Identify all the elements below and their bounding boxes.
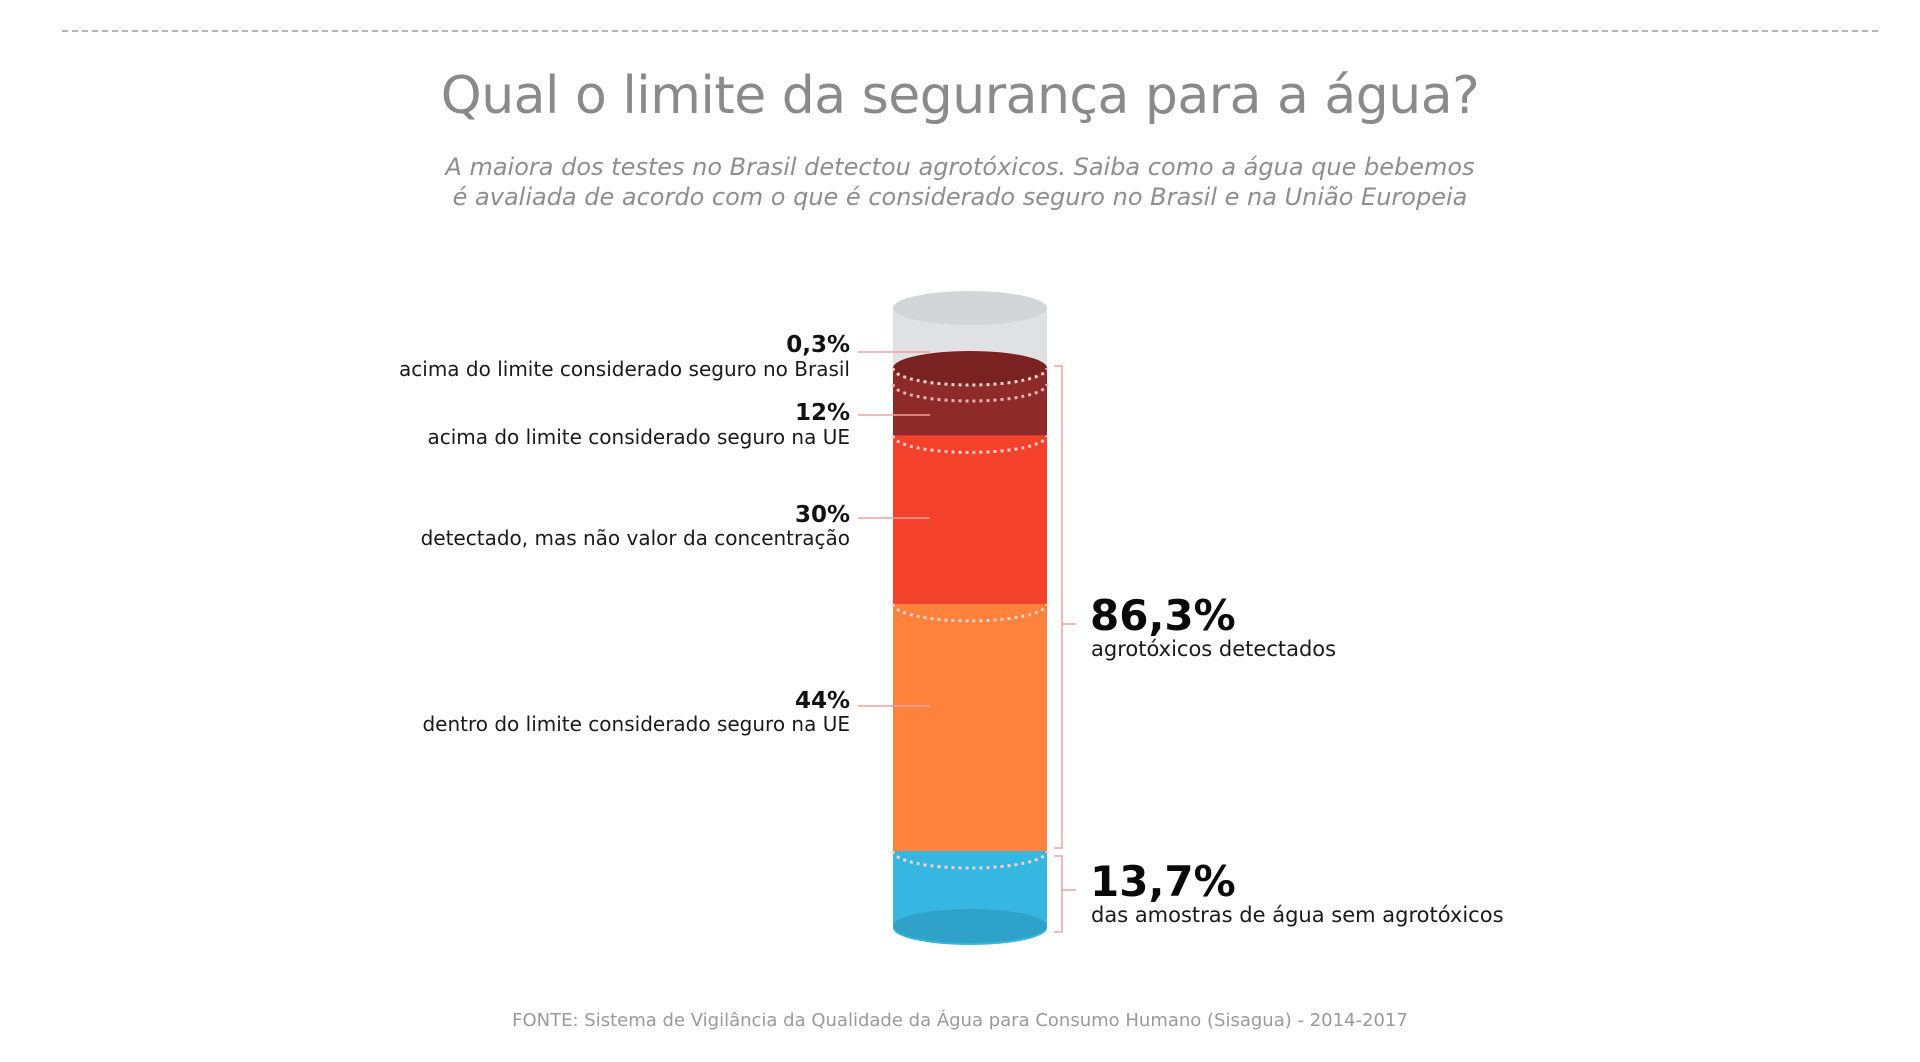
cylinder-bottom-cap [893,909,1047,943]
label-detected-desc: detectado, mas não valor da concentração [421,526,850,550]
cylinder-segment-within_ue [893,603,1047,869]
group-no-pesticides-value: 13,7% [1090,857,1236,906]
label-above-ue-value: 12% [795,400,850,426]
label-detected-value: 30% [795,502,850,528]
cylinder-top-cap [893,291,1047,325]
label-above-ue-desc: acima do limite considerado seguro na UE [427,425,850,449]
subtitle-line-1: A maiora dos testes no Brasil detectou a… [445,153,1475,181]
cylinder-above-ue-top [893,351,1047,385]
source-note: FONTE: Sistema de Vigilância da Qualidad… [512,1010,1408,1031]
chart-title: Qual o limite da segurança para a água? [440,66,1480,126]
group-detected-desc: agrotóxicos detectados [1091,637,1336,661]
bracket-no-pesticides [1054,855,1076,933]
chart-subtitle: A maiora dos testes no Brasil detectou a… [0,152,1920,212]
label-above-brazil-value: 0,3% [786,332,850,358]
label-within-ue-value: 44% [795,688,850,714]
leader-layer [858,351,1076,933]
subtitle-line-2: é avaliada de acordo com o que é conside… [452,183,1468,211]
cylinder-segment-detected [893,435,1047,621]
label-above-brazil-desc: acima do limite considerado seguro no Br… [399,357,850,381]
label-within-ue-desc: dentro do limite considerado seguro na U… [422,712,850,736]
top-divider [62,30,1878,32]
cylinder-segment-above_ue [893,368,1047,453]
cylinder-layer [891,291,1049,945]
bracket-detected [1054,365,1076,849]
group-no-pesticides-desc: das amostras de água sem agrotóxicos [1091,903,1504,927]
group-detected-value: 86,3% [1090,591,1236,640]
